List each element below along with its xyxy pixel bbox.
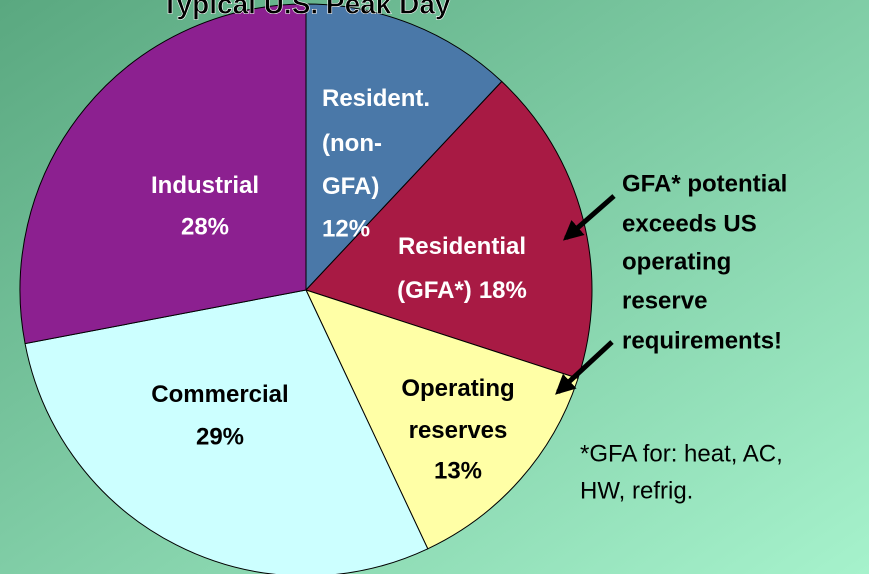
annotation: requirements! — [622, 327, 782, 354]
slice-label-line: Industrial — [151, 172, 259, 199]
slice-label: reserves — [409, 417, 508, 444]
annotation: reserve — [622, 287, 707, 314]
value-label: 12% — [322, 215, 370, 242]
chart-title: Typical U.S. Peak Day — [162, 0, 451, 19]
value-label: 29% — [196, 423, 244, 450]
pie-slice — [19, 3, 307, 345]
labels: Resident. (non- GFA) 12% Residential (GFA*) 18… — [151, 85, 527, 484]
footnote: HW, refrig. — [580, 477, 693, 504]
slice-label: (GFA*) 18% — [397, 277, 527, 304]
slice-label-line: GFA) — [322, 173, 379, 200]
annotation: GFA* potential — [622, 170, 787, 197]
slice-label-line: (non- — [322, 130, 382, 157]
pie-slice — [305, 289, 579, 550]
slice-label: GFA) — [322, 173, 379, 200]
pie-slice — [305, 80, 593, 380]
slice-label: Residential — [398, 233, 526, 260]
slice-label-line: Residential — [398, 233, 526, 260]
footnote: *GFA for: heat, AC, — [580, 440, 783, 467]
value-label: 18% — [479, 277, 527, 304]
slice-label: Industrial — [151, 172, 259, 199]
arrow — [555, 340, 614, 395]
slice-label-line: reserves — [409, 417, 508, 444]
pie-slice — [305, 3, 503, 292]
value-label: 13% — [434, 457, 482, 484]
slice-label-line: Operating — [401, 375, 514, 402]
annotation: exceeds US — [622, 210, 757, 237]
slice-label: Commercial — [151, 381, 288, 408]
slice-label: Resident. — [322, 85, 430, 112]
slice-label-line: (GFA*) — [397, 277, 472, 304]
slice-label-line: Resident. — [322, 85, 430, 112]
value-label: 28% — [181, 213, 229, 240]
slice-label: (non- — [322, 130, 382, 157]
pie-slice — [24, 289, 429, 574]
arrow — [562, 194, 616, 241]
slice-label-line: Commercial — [151, 381, 288, 408]
slice-label: Operating — [401, 375, 514, 402]
annotation: operating — [622, 248, 731, 275]
pie — [19, 3, 593, 574]
